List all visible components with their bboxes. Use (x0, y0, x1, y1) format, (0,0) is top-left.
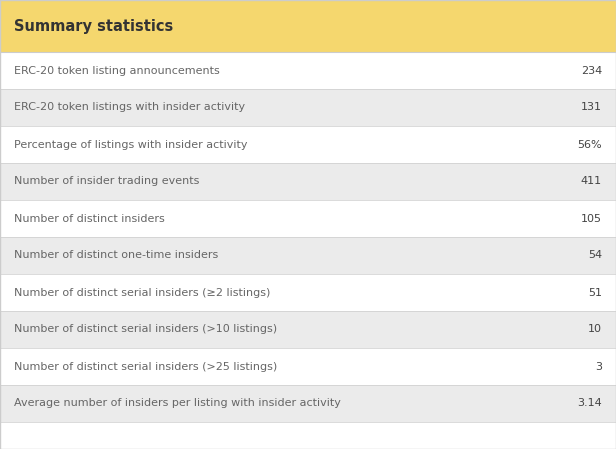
Text: Number of distinct serial insiders (≥2 listings): Number of distinct serial insiders (≥2 l… (14, 287, 270, 298)
Text: 3.14: 3.14 (577, 399, 602, 409)
Text: Number of insider trading events: Number of insider trading events (14, 176, 200, 186)
Text: 51: 51 (588, 287, 602, 298)
Bar (0, 89, 616, 126)
Text: Number of distinct insiders: Number of distinct insiders (14, 214, 164, 224)
Text: Number of distinct serial insiders (>25 listings): Number of distinct serial insiders (>25 … (14, 361, 277, 371)
Text: Summary statistics: Summary statistics (14, 18, 173, 34)
Text: 3: 3 (595, 361, 602, 371)
Bar (0, 0, 616, 52)
Text: Percentage of listings with insider activity: Percentage of listings with insider acti… (14, 140, 248, 150)
Bar (0, 311, 616, 348)
Text: 411: 411 (581, 176, 602, 186)
Text: Average number of insiders per listing with insider activity: Average number of insiders per listing w… (14, 399, 341, 409)
Bar (0, 274, 616, 311)
Text: 54: 54 (588, 251, 602, 260)
Bar (0, 237, 616, 274)
Text: 10: 10 (588, 325, 602, 335)
Bar (0, 163, 616, 200)
Text: ERC-20 token listings with insider activity: ERC-20 token listings with insider activ… (14, 102, 245, 113)
Text: 131: 131 (581, 102, 602, 113)
Bar (0, 385, 616, 422)
Text: 234: 234 (581, 66, 602, 75)
Text: ERC-20 token listing announcements: ERC-20 token listing announcements (14, 66, 220, 75)
Text: Number of distinct serial insiders (>10 listings): Number of distinct serial insiders (>10 … (14, 325, 277, 335)
Bar (0, 200, 616, 237)
Bar (0, 52, 616, 89)
Text: 105: 105 (581, 214, 602, 224)
Bar (0, 348, 616, 385)
Bar (0, 126, 616, 163)
Text: 56%: 56% (577, 140, 602, 150)
Text: Number of distinct one-time insiders: Number of distinct one-time insiders (14, 251, 218, 260)
